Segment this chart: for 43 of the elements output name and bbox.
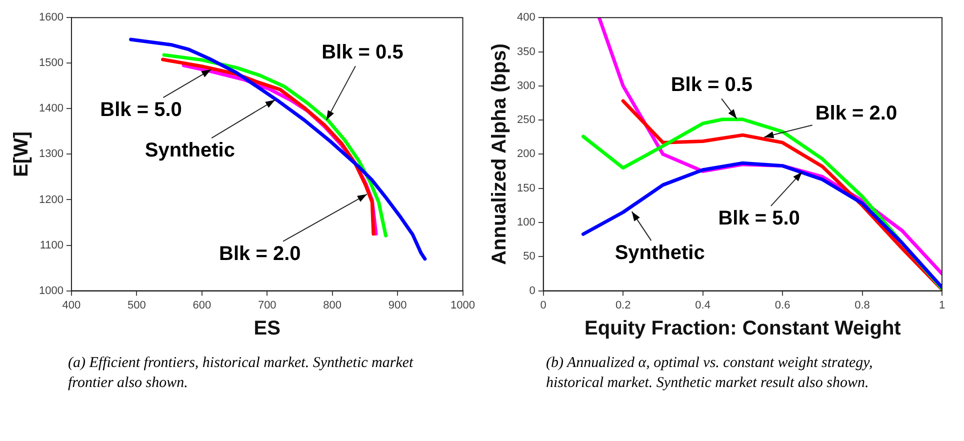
x-tick-label: 0.4 <box>695 299 710 312</box>
y-tick-label: 350 <box>516 46 536 58</box>
y-tick-label: 1300 <box>38 148 64 160</box>
annotation: Blk = 5.0 <box>718 207 800 230</box>
x-tick-label: 500 <box>128 299 146 312</box>
text: (a) Efficient frontiers, historical market. Synthetic market frontier also shown. <box>67 354 414 393</box>
x-tick-label: 0.6 <box>774 299 790 312</box>
x-axis-title: Equity Fraction: Constant Weight <box>584 318 902 340</box>
y-tick-label: 50 <box>523 250 536 263</box>
y-tick-label: 200 <box>516 148 536 160</box>
y-tick-label: 1500 <box>38 57 64 70</box>
y-tick-label: 300 <box>516 80 536 92</box>
annotation: Synthetic <box>614 242 705 264</box>
x-tick-label: 1000 <box>450 299 476 312</box>
y-tick-label: 150 <box>516 182 536 194</box>
y-axis-title: Annualized Alpha (bps) <box>488 43 511 265</box>
y-tick-label: 250 <box>516 114 536 126</box>
annotation: Blk = 2.0 <box>219 242 301 265</box>
annotation: Blk = 5.0 <box>100 99 182 122</box>
y-tick-label: 1000 <box>38 284 64 297</box>
x-tick-label: 0.8 <box>854 299 870 312</box>
x-tick-label: 800 <box>323 299 342 312</box>
x-tick-label: 400 <box>62 299 81 312</box>
x-tick-label: 600 <box>192 299 212 312</box>
y-tick-label: 1200 <box>38 194 64 206</box>
x-tick-label: 1 <box>938 299 946 312</box>
y-tick-label: 0 <box>529 284 536 297</box>
y-tick-label: 1600 <box>38 12 64 24</box>
x-tick-label: 900 <box>388 299 407 312</box>
x-tick-label: 700 <box>258 299 276 312</box>
x-tick-label: 0 <box>540 299 546 312</box>
text: (b) Annualized α, optimal vs. constant weight strategy, historical market. Synthetic market result also shown. <box>545 354 874 393</box>
x-axis-title: ES <box>254 318 280 340</box>
annotation: Blk = 2.0 <box>815 102 898 125</box>
y-tick-label: 400 <box>516 12 536 24</box>
annotation: Synthetic <box>144 140 235 162</box>
y-tick-label: 1400 <box>38 102 64 115</box>
y-tick-label: 1100 <box>40 239 64 252</box>
annotation: Blk = 0.5 <box>322 42 404 64</box>
y-axis-title: E[W] <box>10 131 33 177</box>
annotation: Blk = 0.5 <box>670 74 753 96</box>
y-tick-label: 100 <box>516 216 536 229</box>
x-tick-label: 0.2 <box>615 299 631 312</box>
